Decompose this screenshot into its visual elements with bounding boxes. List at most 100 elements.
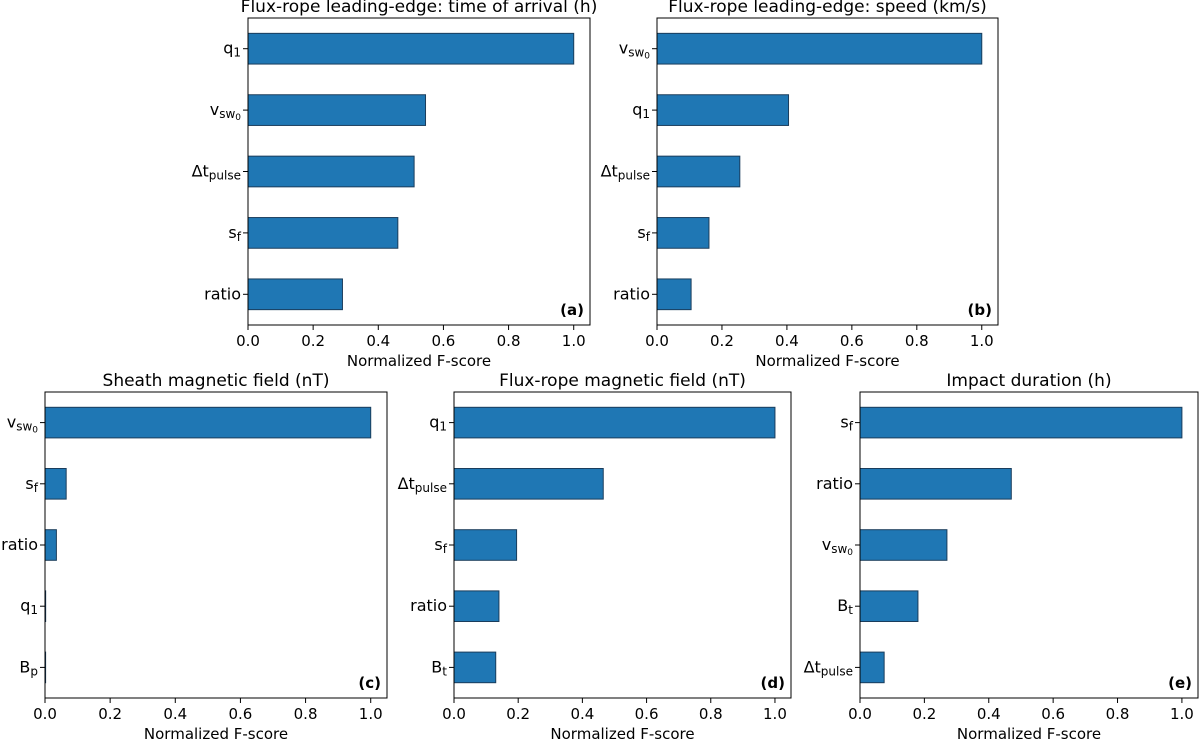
x-tick-label: 1.0 [1170, 705, 1194, 723]
x-tick-label: 1.0 [763, 705, 787, 723]
x-tick-label: 0.4 [570, 705, 594, 723]
category-label: ratio [1, 535, 38, 554]
x-tick-label: 0.4 [163, 705, 187, 723]
bar [859, 529, 948, 561]
bar [247, 217, 399, 249]
panel-title: Sheath magnetic field (nT) [103, 371, 330, 391]
x-tick-label: 0.0 [442, 705, 466, 723]
category-label: vsw0 [210, 100, 242, 123]
bar [656, 217, 710, 249]
x-tick-label: 0.8 [294, 705, 318, 723]
bar [859, 590, 919, 623]
category-label: q1 [632, 100, 650, 121]
x-tick-label: 0.8 [905, 332, 929, 350]
x-tick-label: 0.8 [699, 705, 723, 723]
x-tick-label: 0.8 [497, 332, 521, 350]
panel-b: vsw0 q1 Δtpulse sf ratio 0.0 0.2 0.4 0.6 0.8 1.0 No… [601, 0, 999, 370]
x-tick-label: 0.0 [33, 705, 57, 723]
panel-title: Flux-rope magnetic field (nT) [499, 371, 746, 391]
axes-frame [656, 17, 999, 326]
category-label: Δtpulse [398, 473, 447, 494]
bar [453, 590, 500, 623]
x-tick-label: 0.2 [98, 705, 122, 723]
x-axis-label: Normalized F-score [550, 725, 694, 742]
x-tick-label: 0.2 [506, 705, 530, 723]
axes-frame [859, 391, 1199, 699]
panel-e: sf ratio vsw0 Bt Δtpulse 0.0 0.2 0.4 0.6 0.8 1.0 No… [804, 371, 1199, 743]
x-tick-label: 0.2 [710, 332, 734, 350]
x-tick-label: 0.2 [912, 705, 936, 723]
bar [656, 32, 983, 65]
category-label: Bp [19, 657, 38, 678]
x-tick-label: 0.8 [1106, 705, 1130, 723]
panel-letter: (d) [761, 674, 785, 692]
category-label: sf [434, 535, 447, 556]
bar [656, 94, 790, 126]
x-tick-label: 1.0 [359, 705, 383, 723]
x-tick-label: 0.2 [301, 332, 325, 350]
panel-d: q1 Δtpulse sf ratio Bt 0.0 0.2 0.4 0.6 0.8 1.0 Norm… [398, 371, 792, 743]
category-label: sf [637, 222, 650, 243]
panel-letter: (c) [358, 674, 381, 692]
x-tick-label: 0.6 [1041, 705, 1065, 723]
x-axis-label: Normalized F-score [957, 725, 1101, 742]
category-label: ratio [204, 284, 241, 303]
x-tick-label: 0.0 [236, 332, 260, 350]
x-tick-label: 1.0 [970, 332, 994, 350]
bar [247, 32, 575, 65]
axes-frame [247, 17, 591, 326]
bar [247, 155, 415, 188]
category-label: sf [228, 222, 241, 243]
category-label: q1 [223, 38, 241, 59]
bar [44, 406, 372, 439]
axes-frame [453, 391, 792, 699]
panel-letter: (e) [1168, 674, 1192, 692]
category-label: Δtpulse [601, 161, 650, 182]
x-tick-label: 0.6 [228, 705, 252, 723]
bar [44, 529, 57, 561]
bar [44, 468, 67, 500]
bar [859, 468, 1012, 500]
x-tick-label: 0.6 [635, 705, 659, 723]
bar [453, 651, 497, 684]
axes-frame [44, 391, 388, 699]
panel-title: Flux-rope leading-edge: speed (km/s) [668, 0, 987, 17]
category-label: Bt [837, 596, 853, 617]
category-label: vsw0 [822, 535, 854, 558]
category-label: sf [840, 412, 853, 433]
bar [453, 468, 604, 500]
x-tick-label: 1.0 [562, 332, 586, 350]
bar [453, 406, 776, 439]
bar [859, 651, 885, 684]
category-label: ratio [613, 284, 650, 303]
panel-a: q1 vsw0 Δtpulse sf ratio 0.0 0.2 0.4 0.6 0.8 1.0 No… [192, 0, 598, 370]
category-label: vsw0 [7, 412, 39, 435]
bar [247, 278, 343, 311]
x-tick-label: 0.6 [840, 332, 864, 350]
x-axis-label: Normalized F-score [347, 352, 491, 370]
panel-title: Impact duration (h) [946, 371, 1111, 391]
category-label: Δtpulse [804, 657, 853, 678]
bar [859, 406, 1183, 439]
category-label: sf [25, 473, 38, 494]
category-label: ratio [816, 473, 853, 492]
category-label: q1 [429, 412, 447, 433]
x-tick-label: 0.4 [977, 705, 1001, 723]
category-label: Bt [431, 657, 447, 678]
x-tick-label: 0.6 [431, 332, 455, 350]
bar [453, 529, 518, 561]
x-axis-label: Normalized F-score [755, 352, 899, 370]
panel-title: Flux-rope leading-edge: time of arrival … [241, 0, 598, 17]
x-tick-label: 0.4 [775, 332, 799, 350]
bar [656, 278, 692, 311]
category-label: q1 [20, 596, 38, 617]
x-tick-label: 0.0 [848, 705, 872, 723]
panel-letter: (b) [968, 301, 992, 319]
x-tick-label: 0.4 [366, 332, 390, 350]
x-axis-label: Normalized F-score [144, 725, 288, 742]
panel-letter: (a) [560, 301, 584, 319]
bar [247, 94, 427, 126]
category-label: Δtpulse [192, 161, 241, 182]
